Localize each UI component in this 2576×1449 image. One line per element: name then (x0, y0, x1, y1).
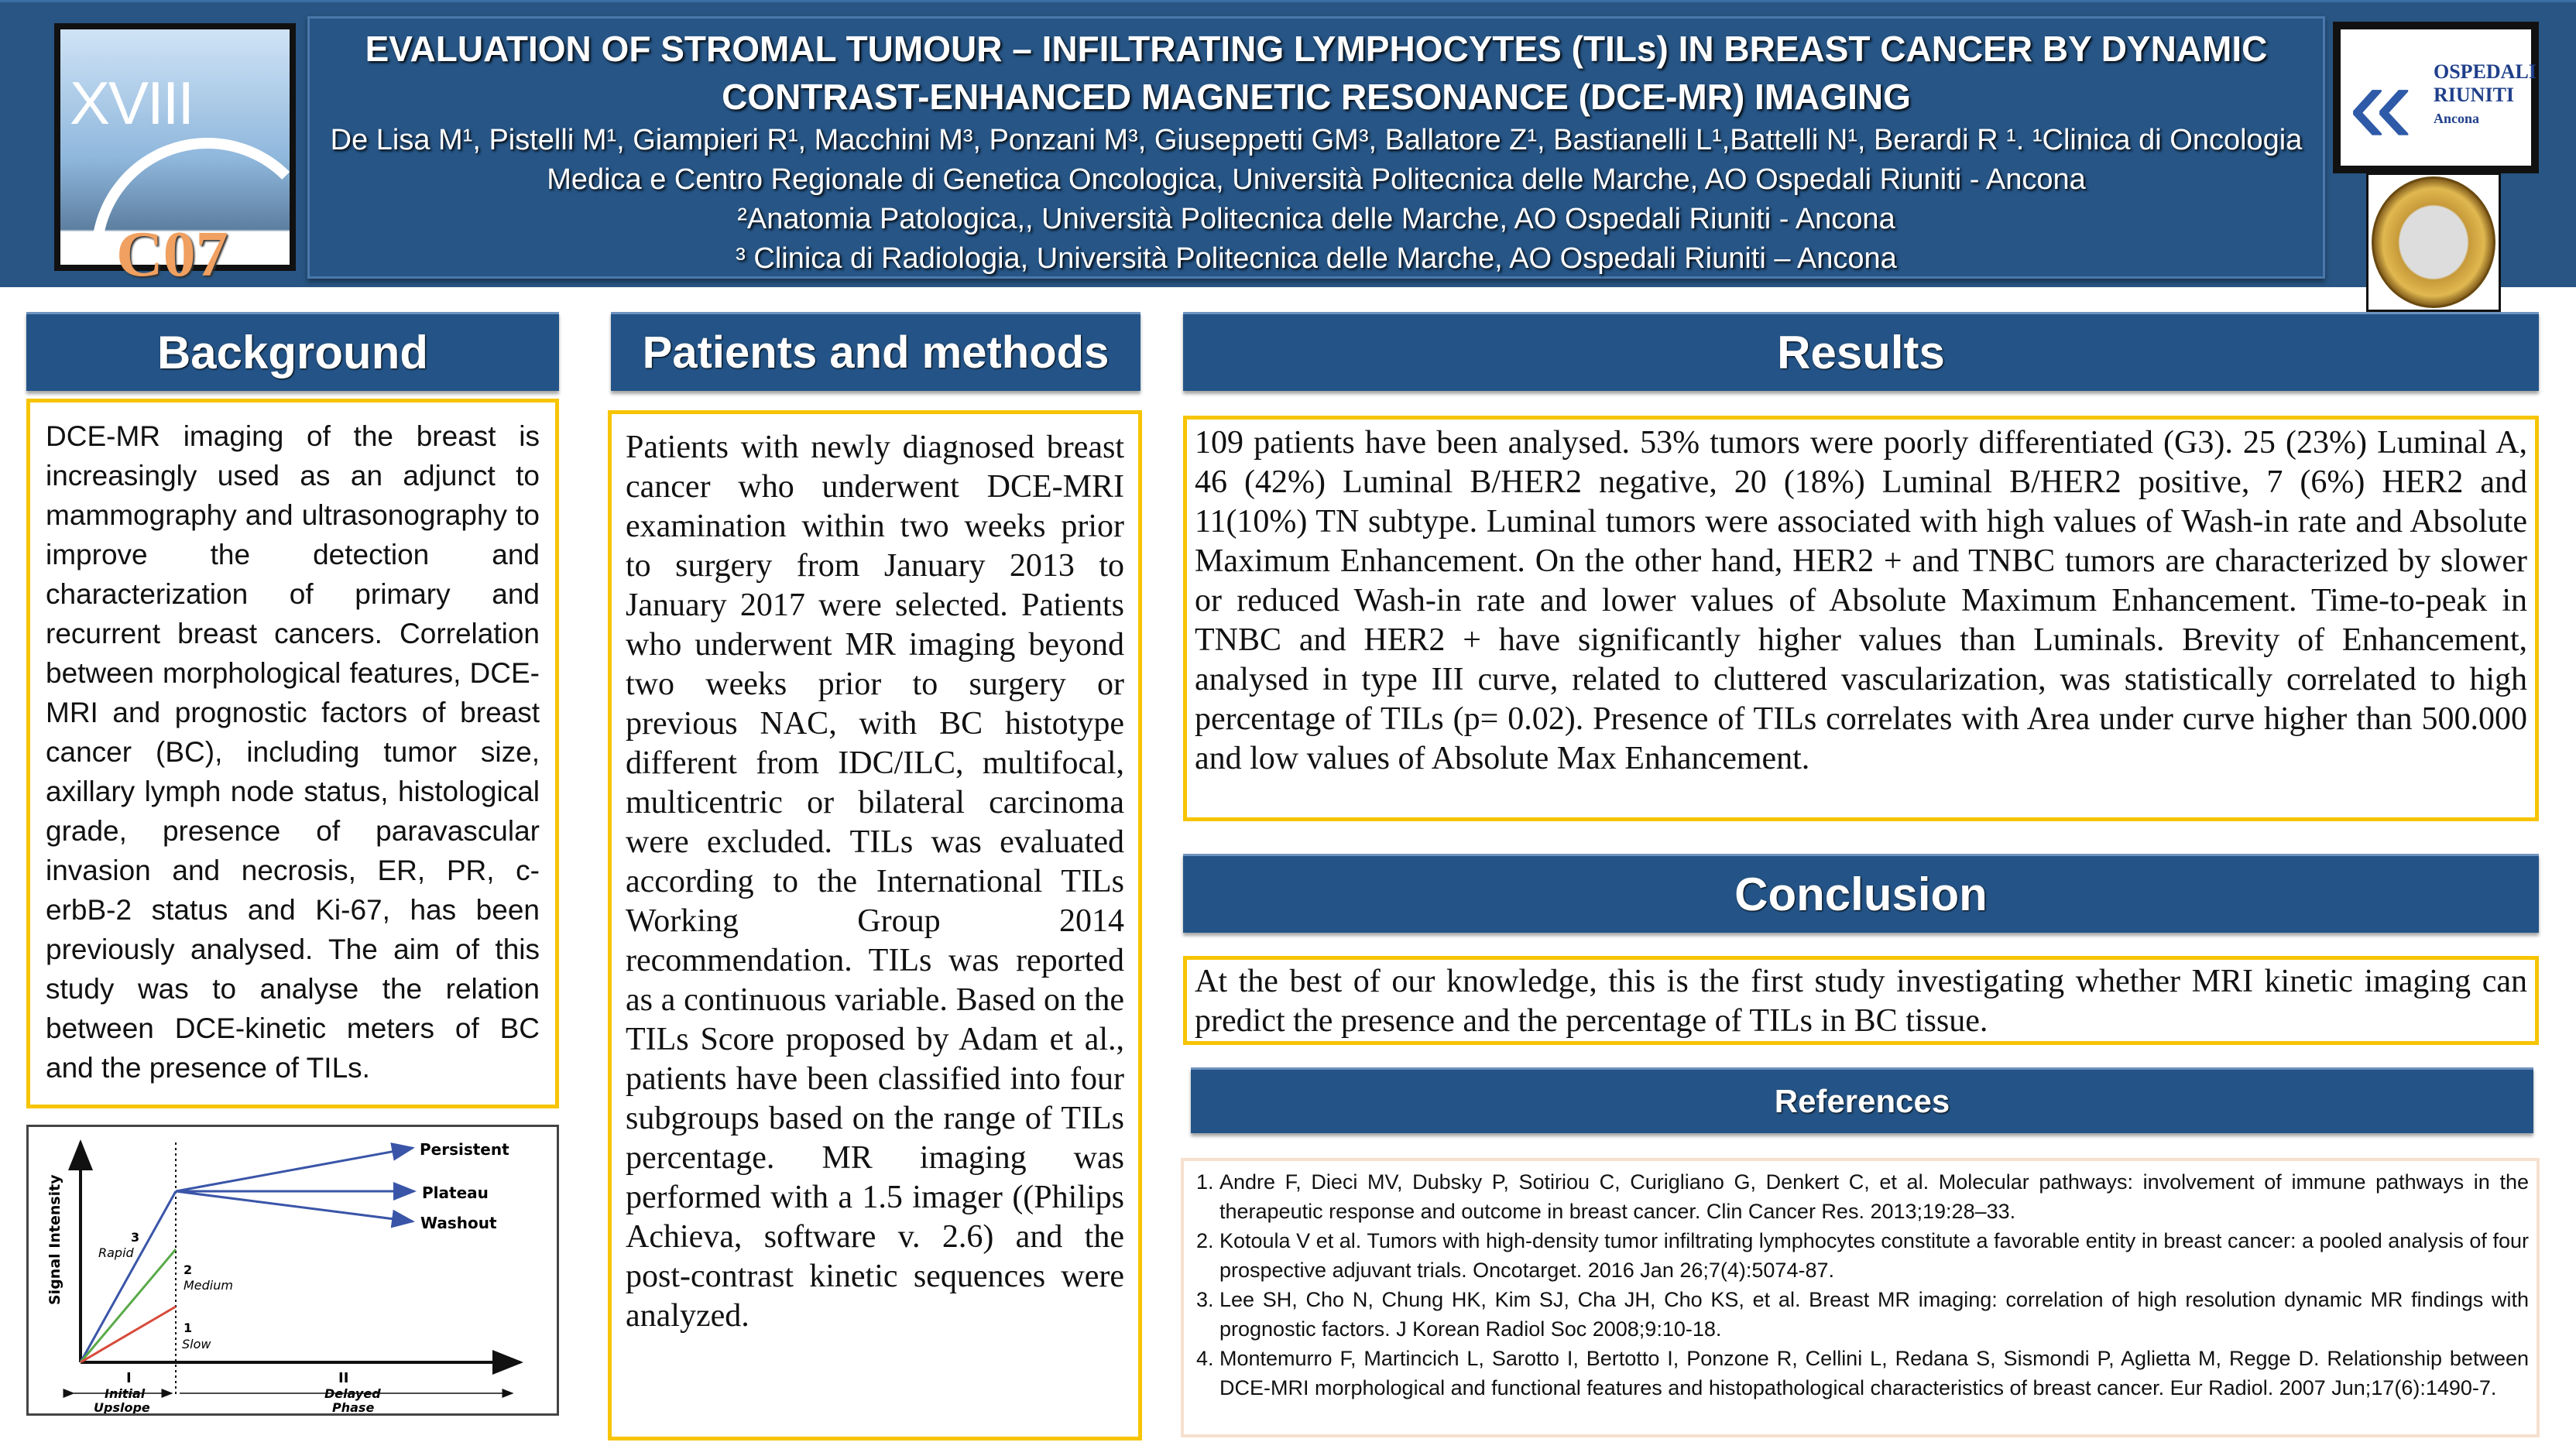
affiliation-1: Medica e Centro Regionale di Genetica On… (547, 163, 2086, 196)
methods-heading: Patients and methods (611, 312, 1141, 391)
university-seal (2366, 173, 2501, 312)
upslope-2-num: 2 (184, 1262, 192, 1277)
chevron-logo-icon: « (2348, 38, 2413, 168)
affiliation-2: ²Anatomia Patologica,, Università Polite… (737, 203, 1895, 235)
hospital-logo-line1: OSPEDALI (2434, 60, 2537, 83)
affiliation-3: ³ Clinica di Radiologia, Università Poli… (736, 242, 1897, 275)
title-panel: EVALUATION OF STROMAL TUMOUR – INFILTRAT… (307, 16, 2325, 279)
congress-logo: XVIII (54, 23, 296, 271)
poster-code: C07 (116, 218, 228, 290)
results-text: 109 patients have been analysed. 53% tum… (1183, 416, 2539, 821)
phase-1-label2: Upslope (94, 1400, 150, 1413)
phase-2-label2: Phase (332, 1400, 374, 1413)
reference-item: Montemurro F, Martincich L, Sarotto I, B… (1219, 1344, 2529, 1403)
curve-persistent (175, 1142, 415, 1193)
methods-text: Patients with newly diagnosed breast can… (608, 410, 1142, 1440)
upslope-2-label: Medium (184, 1278, 233, 1293)
upslope-3-label: Rapid (98, 1245, 135, 1260)
upslope-medium (79, 1249, 177, 1363)
results-heading: Results (1183, 312, 2539, 391)
label-washout: Washout (420, 1214, 497, 1232)
y-axis-label: Signal Intensity (46, 1174, 63, 1305)
reference-item: Lee SH, Cho N, Chung HK, Kim SJ, Cha JH,… (1219, 1285, 2529, 1344)
upslope-rapid (79, 1190, 177, 1363)
upslope-1-label: Slow (182, 1337, 211, 1351)
background-heading: Background (26, 312, 559, 391)
poster-title-line2: CONTRAST-ENHANCED MAGNETIC RESONANCE (DC… (722, 77, 1911, 117)
phase-1-num: I (126, 1370, 132, 1386)
hospital-logo-line2: RIUNITI (2434, 84, 2515, 106)
authors: De Lisa M¹, Pistelli M¹, Giampieri R¹, M… (330, 124, 2303, 156)
congress-logo-text: XVIII (70, 69, 194, 137)
conclusion-text: At the best of our knowledge, this is th… (1183, 956, 2539, 1045)
curve-washout (175, 1190, 415, 1228)
upslope-slow (80, 1305, 177, 1364)
phase-2-num: II (338, 1370, 348, 1386)
references-heading: References (1191, 1067, 2533, 1133)
hospital-logo: « OSPEDALI RIUNITI Ancona (2333, 22, 2539, 173)
seal-icon (2372, 176, 2495, 308)
label-persistent: Persistent (420, 1140, 509, 1159)
hospital-logo-line3: Ancona (2434, 111, 2480, 126)
upslope-1-num: 1 (184, 1321, 192, 1335)
background-text: DCE-MR imaging of the breast is increasi… (26, 399, 559, 1108)
enhancement-curve-diagram: Persistent Plateau Washout Signal Intens… (26, 1125, 559, 1416)
poster-title-line1: EVALUATION OF STROMAL TUMOUR – INFILTRAT… (365, 29, 2268, 69)
reference-item: Andre F, Dieci MV, Dubsky P, Sotiriou C,… (1219, 1167, 2529, 1226)
upslope-3-num: 3 (131, 1230, 139, 1245)
reference-item: Kotoula V et al. Tumors with high-densit… (1219, 1226, 2529, 1285)
references-list: Andre F, Dieci MV, Dubsky P, Sotiriou C,… (1181, 1158, 2540, 1437)
label-plateau: Plateau (422, 1184, 489, 1202)
conclusion-heading: Conclusion (1183, 854, 2539, 933)
